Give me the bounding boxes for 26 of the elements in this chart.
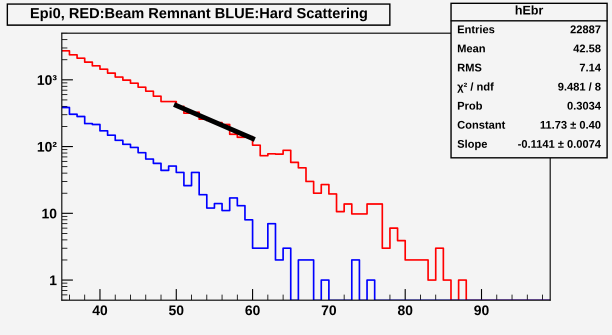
annotation: -0.1141 ± 0.0074 — [518, 140, 601, 148]
x-tick-label: 70 — [322, 305, 336, 316]
x-tick-label: 60 — [245, 305, 260, 316]
text: 42.58 — [573, 44, 601, 52]
annotation: 11.73 ± 0.40 — [540, 120, 601, 129]
x-tick-label: 50 — [168, 305, 184, 316]
text: 9.481 / 8 — [558, 82, 601, 91]
annotation: RMS — [458, 64, 482, 72]
x-tick-label: 90 — [474, 305, 489, 316]
annotation: Mean — [458, 44, 485, 52]
y-tick-label: 10² — [38, 142, 57, 152]
y-tick-label: 10³ — [38, 75, 57, 85]
annotation: Entries — [458, 25, 494, 34]
y-tick-label: 10 — [42, 208, 56, 218]
text: 7.14 — [580, 64, 601, 72]
annotation: Prob — [458, 102, 482, 110]
annotation: Slope — [457, 140, 488, 150]
annotation: Constant — [458, 120, 506, 129]
annotation: χ² / ndf — [457, 82, 494, 93]
x-tick-label: 40 — [92, 305, 108, 316]
text: 22887 — [570, 25, 600, 34]
chart-title: Epi0, RED:Beam Remnant BLUE:Hard Scattering — [30, 8, 367, 22]
text: 0.3034 — [567, 102, 601, 110]
x-tick-label: 80 — [398, 305, 412, 316]
y-tick-label: 1 — [50, 276, 57, 286]
text: hEbr — [516, 5, 544, 15]
